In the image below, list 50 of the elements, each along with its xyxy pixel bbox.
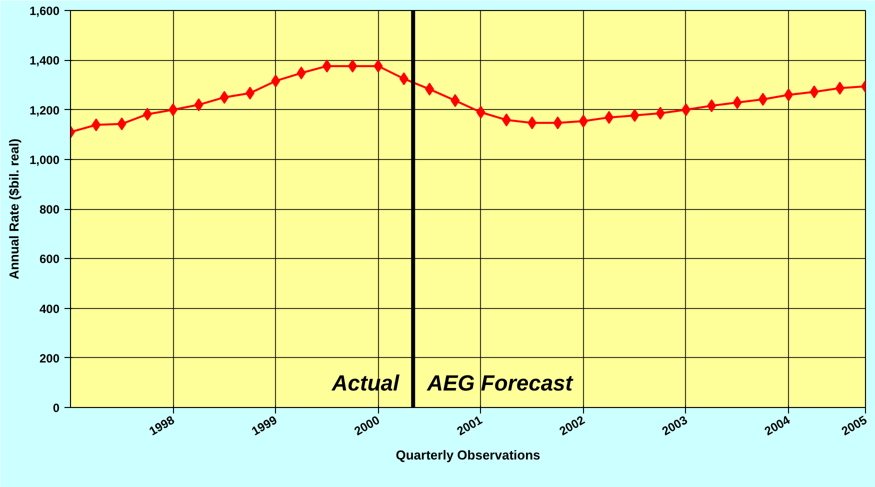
x-axis-title: Quarterly Observations xyxy=(396,448,540,463)
x-tick-label: 2003 xyxy=(660,412,690,438)
y-tick-label: 600 xyxy=(39,252,60,266)
y-tick-label: 400 xyxy=(39,302,60,316)
y-tick-label: 1,000 xyxy=(29,152,60,167)
point xyxy=(810,85,819,98)
point xyxy=(425,82,434,96)
point xyxy=(732,96,742,110)
point xyxy=(117,117,126,130)
y-axis-title: Annual Rate ($bil. real) xyxy=(6,138,22,280)
y-tick-label: 1,400 xyxy=(29,54,60,68)
point xyxy=(322,60,332,73)
y-tick-label: 1,200 xyxy=(29,103,60,118)
point xyxy=(271,74,280,88)
x-tick-label: 2004 xyxy=(762,412,793,438)
x-tick-label: 1998 xyxy=(146,412,178,438)
x-tick-label: 2000 xyxy=(352,412,382,438)
point xyxy=(348,60,358,73)
point xyxy=(835,82,844,95)
point xyxy=(681,103,690,116)
point xyxy=(604,110,614,124)
x-tick-label: 1999 xyxy=(249,412,280,438)
point xyxy=(707,99,716,112)
y-tick-label: 0 xyxy=(52,401,60,415)
y-tick-label: 800 xyxy=(39,202,60,216)
point xyxy=(758,92,768,106)
x-tick-label: 2005 xyxy=(839,412,870,438)
point xyxy=(296,66,306,80)
y-tick-label: 200 xyxy=(39,351,60,366)
y-tick-label: 1,600 xyxy=(29,4,60,18)
point xyxy=(220,90,229,104)
point xyxy=(578,114,588,128)
point xyxy=(784,88,794,102)
point xyxy=(142,108,152,121)
point xyxy=(553,116,562,130)
annotation: AEG Forecast xyxy=(426,370,574,396)
point xyxy=(92,118,101,132)
point xyxy=(374,60,383,73)
point xyxy=(194,98,204,112)
point xyxy=(656,106,665,120)
point xyxy=(246,86,255,100)
x-tick-label: 2001 xyxy=(454,412,485,438)
point xyxy=(399,72,408,86)
point xyxy=(630,108,640,122)
point xyxy=(476,106,486,119)
point xyxy=(528,116,537,130)
point xyxy=(168,103,178,116)
point xyxy=(502,113,511,126)
x-tick-label: 2002 xyxy=(557,412,588,438)
point xyxy=(450,94,460,108)
